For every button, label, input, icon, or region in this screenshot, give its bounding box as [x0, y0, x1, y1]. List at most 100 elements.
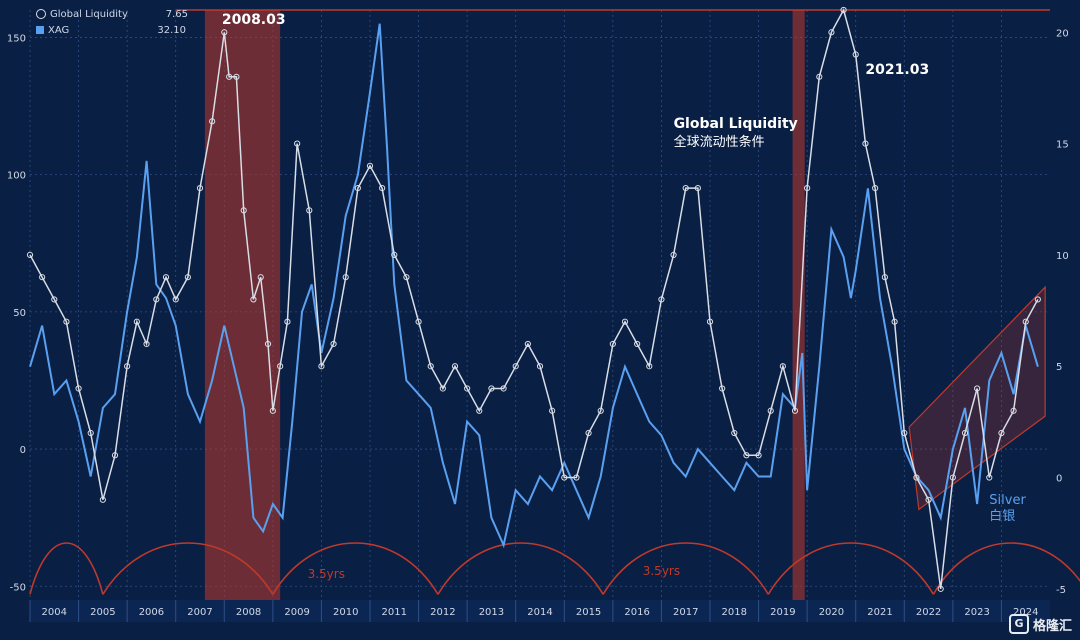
liquidity-point [476, 407, 483, 414]
liquidity-point [524, 340, 531, 348]
liquidity-point [949, 474, 956, 481]
liquidity-point [184, 274, 191, 281]
legend-item-silver: XAG 32.10 [36, 22, 188, 38]
liquidity-point [791, 407, 799, 414]
x-axis-tick-label: 2007 [187, 607, 212, 618]
liquidity-point [986, 474, 993, 481]
liquidity-point [87, 429, 94, 437]
silver-swatch-icon [36, 26, 44, 34]
x-axis-tick-label: 2006 [139, 607, 164, 618]
x-axis-tick-label: 2018 [722, 607, 747, 618]
liquidity-point [99, 496, 106, 503]
liquidity-point [597, 407, 604, 414]
liquidity-point [998, 429, 1005, 437]
liquidity-point [755, 452, 762, 459]
liquidity-point [124, 363, 131, 370]
liquidity-point [221, 29, 228, 36]
liquidity-point [196, 185, 204, 192]
liquidity-point [1034, 296, 1041, 303]
liquidity-point [133, 318, 140, 325]
liquidity-point [961, 429, 969, 437]
liquidity-point [573, 474, 580, 481]
liquidity-point [226, 73, 233, 80]
annotation-silver-label: Silver [989, 493, 1026, 508]
liquidity-point [881, 274, 888, 281]
liquidity-point [306, 207, 313, 214]
x-axis-tick-label: 2010 [333, 607, 358, 618]
liquidity-point [39, 274, 46, 281]
x-axis-tick-label: 2011 [382, 607, 407, 618]
cycle-arc [437, 542, 604, 595]
left-axis-tick-label: -50 [10, 582, 26, 593]
liquidity-point [621, 318, 629, 325]
right-axis-tick-label: 15 [1056, 140, 1069, 151]
liquidity-point [536, 363, 544, 370]
liquidity-point [250, 296, 257, 303]
liquidity-point [415, 318, 422, 325]
liquidity-point [464, 385, 471, 392]
liquidity-point [403, 274, 410, 281]
liquidity-point [1022, 318, 1029, 325]
liquidity-point [767, 407, 774, 414]
trend-channel [908, 285, 1046, 511]
liquidity-point [379, 185, 386, 192]
liquidity-point [731, 429, 738, 437]
x-axis-tick-label: 2005 [90, 607, 115, 618]
liquidity-point [294, 140, 301, 147]
liquidity-point [925, 496, 932, 503]
x-axis-tick-label: 2008 [236, 607, 261, 618]
cycle-arc [602, 542, 769, 595]
liquidity-point [743, 452, 750, 459]
liquidity-point [872, 185, 879, 192]
x-axis-tick-label: 2021 [867, 607, 892, 618]
x-axis-tick-label: 2020 [819, 607, 844, 618]
liquidity-point [706, 318, 714, 325]
liquidity-point [561, 474, 568, 481]
liquidity-point [111, 452, 119, 459]
liquidity-point [719, 385, 726, 392]
right-axis-tick-label: 0 [1056, 474, 1062, 485]
x-axis-band [30, 600, 1050, 622]
liquidity-point [318, 363, 325, 370]
x-axis-tick-label: 2023 [964, 607, 989, 618]
x-axis-tick-label: 2009 [284, 607, 309, 618]
liquidity-point [257, 274, 264, 281]
liquidity-point [26, 251, 34, 259]
legend: Global Liquidity 7.65 XAG 32.10 [36, 6, 188, 38]
liquidity-point [634, 340, 641, 348]
liquidity-point [512, 363, 519, 370]
liquidity-point [269, 407, 276, 414]
liquidity-point [162, 274, 170, 281]
cycle-arc [102, 542, 274, 595]
liquidity-point [451, 363, 459, 370]
x-axis-tick-label: 2012 [430, 607, 455, 618]
annotation-cycle-1: 3.5yrs [308, 567, 345, 581]
liquidity-point [974, 385, 981, 392]
cycle-arc [767, 542, 935, 595]
x-axis-tick-label: 2015 [576, 607, 601, 618]
liquidity-point [670, 251, 677, 259]
right-axis-tick-label: 5 [1056, 362, 1062, 373]
liquidity-point [233, 73, 240, 80]
x-axis-tick-label: 2004 [42, 607, 67, 618]
liquidity-point [264, 340, 272, 348]
x-axis-tick-label: 2016 [624, 607, 649, 618]
liquidity-point [937, 585, 944, 592]
legend-item-liquidity: Global Liquidity 7.65 [36, 6, 188, 22]
liquidity-point [63, 318, 70, 325]
x-axis-tick-label: 2013 [479, 607, 504, 618]
left-axis-tick-label: 50 [13, 308, 26, 319]
liquidity-point [330, 340, 337, 348]
liquidity-point [852, 51, 859, 58]
liquidity-point [500, 385, 507, 392]
x-axis-tick-label: 2022 [916, 607, 941, 618]
left-axis-tick-label: 150 [7, 33, 26, 44]
liquidity-point [609, 340, 616, 348]
liquidity-point [354, 185, 361, 192]
liquidity-point [284, 318, 291, 325]
silver-series-line [29, 23, 1039, 549]
liquidity-point [75, 385, 82, 392]
